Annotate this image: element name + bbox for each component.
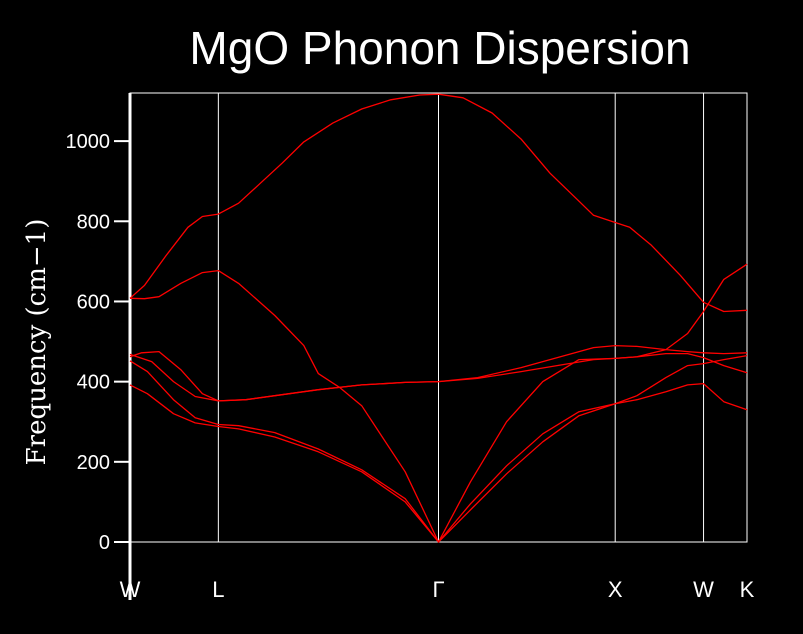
y-tick-label: 600 — [77, 291, 110, 313]
y-tick-label: 800 — [77, 211, 110, 233]
high-symmetry-label: W — [120, 577, 141, 602]
dispersion-branches — [129, 93, 748, 543]
high-symmetry-label: L — [212, 577, 224, 602]
phonon-branch-line — [129, 382, 748, 543]
y-tick-label: 1000 — [66, 131, 111, 153]
phonon-branch-line — [129, 354, 748, 543]
y-tick-label: 400 — [77, 372, 110, 394]
high-symmetry-label: Γ — [432, 577, 444, 602]
y-axis-ticks: 0 200 400 600 800 1000 — [66, 131, 130, 554]
high-symmetry-label: K — [740, 577, 755, 602]
phonon-branch-line — [129, 344, 748, 402]
y-axis-label: Frequency (cm−1) — [22, 219, 52, 466]
phonon-branch-line — [129, 263, 748, 543]
phonon-branch-line — [129, 93, 748, 313]
y-tick-label: 0 — [99, 532, 110, 554]
y-tick-label: 200 — [77, 452, 110, 474]
chart-title: MgO Phonon Dispersion — [189, 22, 690, 74]
high-symmetry-label: X — [608, 577, 623, 602]
high-symmetry-label: W — [693, 577, 714, 602]
